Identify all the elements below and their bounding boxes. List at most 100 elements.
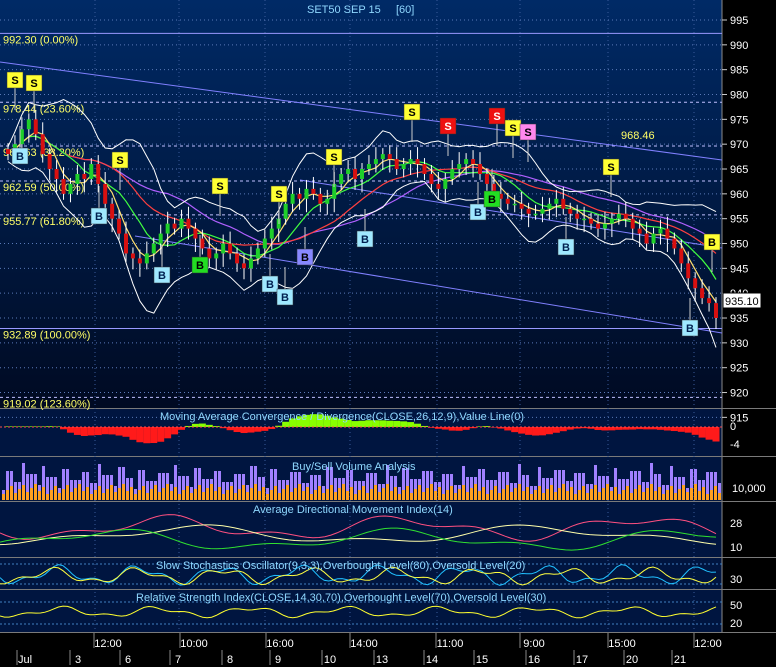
time-label: 12:00 (94, 638, 122, 650)
volume-sell-bar (434, 482, 437, 491)
volume-sell-bar (254, 466, 257, 484)
volume-sell-bar (538, 467, 541, 486)
candle-body (561, 198, 566, 209)
volume-buy-bar (346, 491, 349, 500)
volume-sell-bar (46, 477, 49, 494)
volume-buy-bar (138, 490, 141, 500)
volume-sell-bar (438, 482, 441, 487)
volume-buy-bar (662, 494, 665, 500)
volume-buy-bar (450, 486, 453, 500)
volume-buy-bar (278, 493, 281, 500)
macd-bar (455, 427, 463, 431)
macd-bar (386, 420, 394, 427)
volume-buy-bar (66, 485, 69, 500)
marker-label: B (488, 194, 496, 206)
volume-sell-bar (418, 479, 421, 485)
candle-body (290, 193, 295, 204)
volume-buy-bar (226, 490, 229, 500)
volume-sell-bar (542, 478, 545, 493)
volume-buy-bar (290, 492, 293, 500)
rsi-line (0, 605, 717, 619)
volume-sell-bar (534, 486, 537, 490)
volume-buy-bar (90, 494, 93, 500)
volume-sell-bar (706, 472, 709, 494)
fib-label: 919.02 (123.60%) (3, 398, 90, 410)
macd-bar (434, 427, 442, 429)
sell-marker (211, 177, 229, 195)
volume-buy-bar (622, 490, 625, 500)
candle-body (637, 228, 642, 234)
volume-buy-bar (566, 491, 569, 500)
volume-sell-bar (290, 472, 293, 492)
candle-body (228, 243, 233, 254)
day-label: 10 (324, 654, 336, 666)
volume-sell-bar (154, 481, 157, 485)
time-label: 15:00 (608, 638, 636, 650)
marker-label: B (474, 207, 482, 219)
sell-marker (519, 123, 537, 141)
volume-buy-bar (186, 486, 189, 500)
macd-bar (94, 427, 102, 436)
volume-sell-bar (554, 470, 557, 492)
day-label: 20 (626, 654, 638, 666)
candle-body (137, 258, 142, 264)
volume-buy-bar (670, 486, 673, 500)
buy-marker (356, 230, 374, 248)
volume-sell-bar (110, 475, 113, 485)
volume-sell-bar (710, 472, 713, 490)
day-label: 14 (426, 654, 438, 666)
volume-buy-bar (682, 485, 685, 500)
candle-body (568, 208, 573, 214)
buy-marker (276, 288, 294, 306)
macd-bar (358, 420, 366, 427)
volume-buy-bar (170, 491, 173, 500)
volume-buy-bar (178, 494, 181, 500)
volume-sell-bar (670, 466, 673, 486)
macd-bar (538, 427, 546, 436)
volume-buy-bar (598, 492, 601, 500)
sell-marker (703, 233, 721, 251)
marker-label: B (266, 279, 274, 291)
candle-body (325, 198, 330, 204)
candle-body (124, 233, 128, 254)
candle-body (186, 218, 191, 229)
time-label: 10:00 (180, 638, 208, 650)
volume-sell-bar (714, 472, 717, 486)
macd-bar (330, 417, 338, 427)
candle-body (436, 183, 441, 189)
volume-sell-bar (582, 473, 585, 486)
candle-body (679, 248, 684, 264)
candle-body (297, 193, 302, 199)
volume-buy-bar (534, 490, 537, 500)
volume-sell-bar (406, 468, 409, 486)
volume-buy-bar (398, 494, 401, 500)
volume-buy-bar (618, 494, 621, 500)
volume-buy-bar (298, 484, 301, 500)
volume-sell-bar (86, 472, 89, 487)
volume-buy-bar (330, 485, 333, 500)
volume-buy-bar (390, 491, 393, 500)
volume-sell-bar (270, 469, 273, 490)
candle-body (387, 154, 392, 160)
volume-buy-bar (582, 486, 585, 500)
adx-lines (0, 514, 717, 551)
volume-buy-bar (370, 489, 373, 500)
volume-buy-bar (22, 485, 25, 500)
macd-bar (365, 420, 373, 427)
volume-sell-bar (310, 475, 313, 494)
candle-body (512, 203, 517, 206)
volume-sell-bar (586, 484, 589, 493)
marker-label: B (686, 323, 694, 335)
volume-sell-bar (382, 484, 385, 488)
volume-buy-bar (10, 486, 13, 500)
volume-buy-bar (34, 484, 37, 500)
day-label: 9 (275, 654, 281, 666)
marker-label: S (493, 111, 500, 123)
candle-body (54, 169, 59, 179)
macd-bar (323, 415, 331, 427)
macd-bar (650, 427, 658, 430)
candle-body (33, 119, 38, 135)
volume-sell-bar (362, 481, 365, 486)
volume-buy-bar (378, 492, 381, 500)
volume-sell-bar (674, 477, 677, 493)
